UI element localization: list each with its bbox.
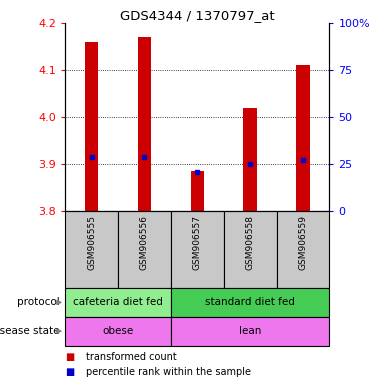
- Bar: [224, 211, 277, 288]
- Bar: [138, 37, 151, 211]
- Text: GSM906558: GSM906558: [246, 215, 255, 270]
- Bar: [191, 171, 204, 211]
- Title: GDS4344 / 1370797_at: GDS4344 / 1370797_at: [120, 9, 275, 22]
- Text: protocol: protocol: [17, 297, 60, 308]
- Bar: [296, 65, 309, 211]
- Bar: [171, 288, 329, 317]
- Text: GSM906559: GSM906559: [298, 215, 308, 270]
- Text: ■: ■: [65, 352, 74, 362]
- Bar: [244, 108, 257, 211]
- Text: ■: ■: [65, 367, 74, 377]
- Text: GSM906556: GSM906556: [140, 215, 149, 270]
- Bar: [118, 211, 171, 288]
- Text: cafeteria diet fed: cafeteria diet fed: [73, 297, 163, 308]
- Text: disease state: disease state: [0, 326, 60, 336]
- Bar: [85, 42, 98, 211]
- Bar: [171, 211, 224, 288]
- Text: percentile rank within the sample: percentile rank within the sample: [86, 367, 251, 377]
- Bar: [65, 317, 171, 346]
- Text: transformed count: transformed count: [86, 352, 177, 362]
- Text: GSM906555: GSM906555: [87, 215, 96, 270]
- Bar: [65, 211, 118, 288]
- Text: GSM906557: GSM906557: [193, 215, 202, 270]
- Text: standard diet fed: standard diet fed: [205, 297, 295, 308]
- Bar: [171, 317, 329, 346]
- Bar: [277, 211, 329, 288]
- Text: lean: lean: [239, 326, 261, 336]
- Text: obese: obese: [102, 326, 134, 336]
- Bar: [65, 288, 171, 317]
